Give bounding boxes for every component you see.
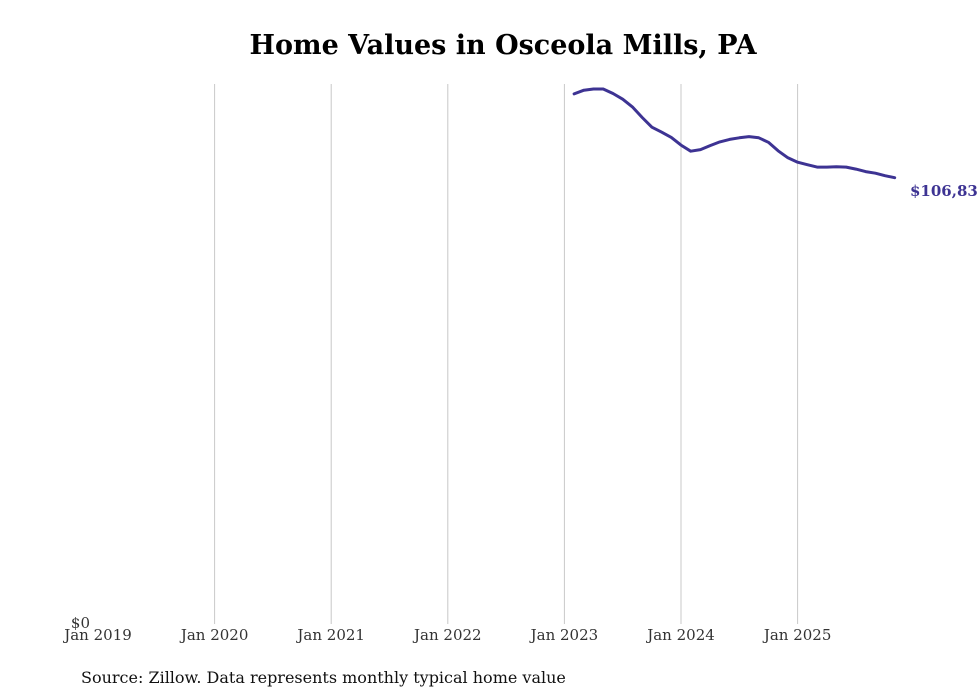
data-point xyxy=(679,143,683,147)
x-tick-label: Jan 2025 xyxy=(762,626,832,644)
data-point xyxy=(737,136,741,140)
end-label-layer: $106,83 xyxy=(910,182,978,200)
data-point xyxy=(873,171,877,175)
data-point xyxy=(825,165,829,169)
x-tick-label: Jan 2021 xyxy=(295,626,365,644)
data-point xyxy=(864,170,868,174)
data-point xyxy=(650,125,654,129)
data-point xyxy=(640,116,644,120)
gridlines xyxy=(214,84,799,624)
data-point xyxy=(611,92,615,96)
data-point xyxy=(776,149,780,153)
x-tick-label: Jan 2024 xyxy=(645,626,715,644)
x-tick-label: Jan 2022 xyxy=(412,626,482,644)
data-point xyxy=(728,137,732,141)
data-point xyxy=(786,156,790,160)
data-point xyxy=(718,140,722,144)
data-point xyxy=(621,97,625,101)
data-point xyxy=(757,136,761,140)
x-axis-ticks: Jan 2019 Jan 2020 Jan 2021 Jan 2022 Jan 2023… xyxy=(62,626,831,644)
data-point xyxy=(883,174,887,178)
data-point xyxy=(796,160,800,164)
end-value-label: $106,83 xyxy=(910,182,978,200)
data-point xyxy=(572,92,576,96)
data-point xyxy=(630,105,634,109)
data-point xyxy=(592,87,596,91)
data-point xyxy=(815,165,819,169)
data-point xyxy=(893,176,897,180)
data-point xyxy=(834,165,838,169)
data-point xyxy=(689,149,693,153)
data-point xyxy=(669,135,673,139)
data-point xyxy=(601,87,605,91)
data-point xyxy=(844,165,848,169)
source-note: Source: Zillow. Data represents monthly … xyxy=(81,668,566,687)
x-tick-label: Jan 2019 xyxy=(62,626,132,644)
data-point xyxy=(766,140,770,144)
data-point xyxy=(747,135,751,139)
data-point xyxy=(708,144,712,148)
y-axis-ticks: $0 xyxy=(71,614,90,632)
series-layer xyxy=(572,87,897,180)
data-point xyxy=(805,163,809,167)
chart-title: Home Values in Osceola Mills, PA xyxy=(249,30,757,61)
x-tick-label: Jan 2020 xyxy=(179,626,249,644)
data-point xyxy=(660,130,664,134)
x-tick-label: Jan 2023 xyxy=(529,626,599,644)
data-point xyxy=(854,167,858,171)
data-point xyxy=(699,148,703,152)
data-point xyxy=(582,88,586,92)
series-line xyxy=(572,87,897,180)
y-tick-label: $0 xyxy=(71,614,90,632)
